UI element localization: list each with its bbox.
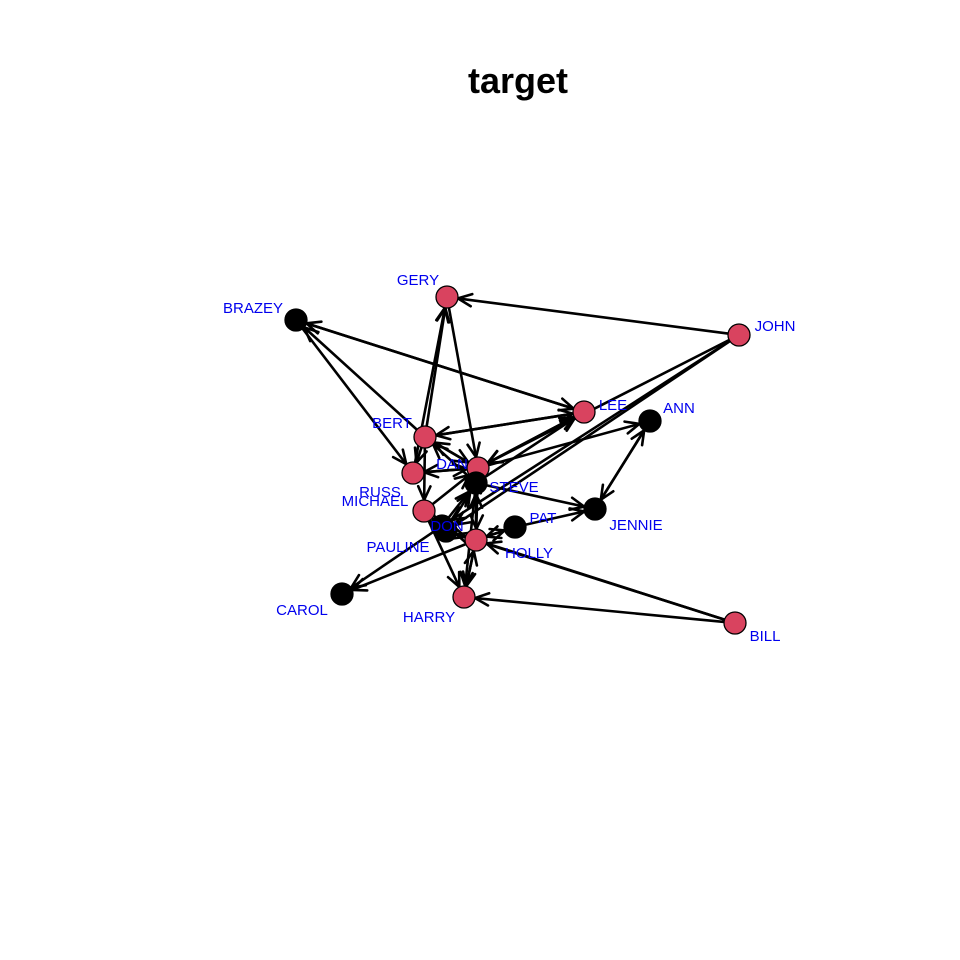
node-brazey [284,308,308,332]
edge-lee-to-bert [434,412,574,441]
nodes-layer [284,285,751,635]
edge-line [432,443,469,477]
edge-line [306,322,574,410]
node-bill [723,611,747,635]
node-label-bert: BERT [372,415,412,432]
edge-john-to-gery [456,292,729,335]
node-pat [503,515,527,539]
node-label-dan: DAN [436,456,468,473]
arrowhead-icon [630,429,646,447]
edge-line [447,307,478,458]
node-label-harry: HARRY [403,609,455,626]
edge-line [301,327,408,466]
edge-pauline-to-steve [447,490,471,519]
edge-line [431,473,471,506]
node-john [727,323,751,347]
node-label-holly: HOLLY [505,545,553,562]
node-label-pat: PAT [530,510,557,527]
node-carol [330,582,354,606]
edge-line [454,340,731,526]
node-label-brazey: BRAZEY [223,300,283,317]
edge-line [599,429,646,501]
labels-layer: BRAZEY GERY JOHN LEE ANN BERT DAN RUSS STEVE MICH… [223,272,795,645]
node-label-carol: CAROL [276,602,328,619]
node-label-michael: MICHAEL [342,493,409,510]
node-label-bill: BILL [750,628,781,645]
edge-line [484,416,576,479]
edge-line [457,297,729,335]
edge-jennie-to-ann [599,429,646,501]
edge-gery-to-dan [447,307,481,459]
node-steve [464,471,488,495]
node-gery [435,285,459,309]
node-harry [452,585,476,609]
edge-line [456,533,725,621]
node-jennie [583,497,607,521]
edge-line [350,531,434,589]
node-label-lee: LEE [599,397,627,414]
node-label-ann: ANN [663,400,695,417]
edge-line [351,542,467,592]
node-holly [464,528,488,552]
node-label-steve: STEVE [489,479,538,496]
edge-line [447,490,471,519]
edge-line [487,415,575,465]
node-label-don: DON [430,518,463,535]
edge-line [486,484,585,508]
node-label-russ: RUSS [359,484,401,501]
node-russ [401,461,425,485]
node-label-gery: GERY [397,272,439,289]
edge-line [525,510,585,526]
node-ann [638,409,662,433]
node-lee [572,400,596,424]
plot-title: target [468,60,568,101]
node-bert [413,425,437,449]
edge-line [464,550,476,587]
node-pauline [430,514,454,538]
node-label-john: JOHN [755,318,796,335]
node-label-jennie: JENNIE [609,517,662,534]
node-label-pauline: PAULINE [366,539,429,556]
edge-line [303,326,418,431]
edges-layer [301,292,731,624]
node-michael [412,499,436,523]
edge-john-to-don [453,340,731,527]
edge-line [474,596,725,624]
edge-line [435,412,574,437]
